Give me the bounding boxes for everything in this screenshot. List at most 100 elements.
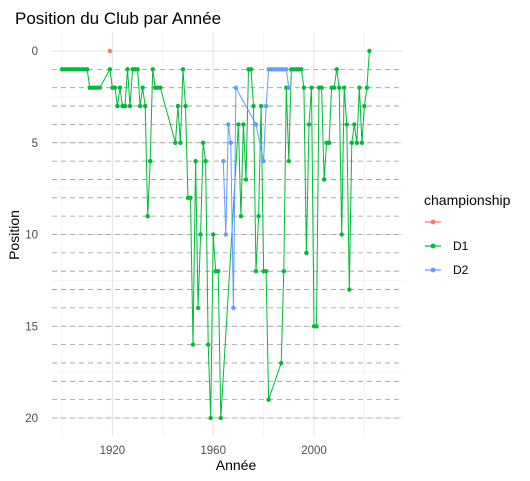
- data-point: [178, 140, 183, 145]
- data-point: [115, 103, 120, 109]
- data-point: [188, 195, 193, 200]
- data-point: [218, 415, 223, 421]
- data-point: [193, 158, 198, 164]
- data-point: [304, 250, 309, 256]
- data-point: [256, 214, 261, 219]
- data-point: [253, 122, 259, 127]
- data-point: [122, 103, 128, 109]
- data-point: [299, 67, 304, 72]
- y-axis-title: Position: [6, 210, 22, 260]
- data-point: [347, 287, 352, 292]
- y-tick-label: 15: [25, 321, 38, 333]
- chart-title: Position du Club par Année: [15, 9, 221, 28]
- data-point: [263, 269, 269, 274]
- legend-title: championship: [424, 192, 511, 208]
- data-point: [145, 214, 150, 219]
- data-point: [362, 103, 367, 109]
- data-point: [183, 103, 188, 109]
- data-point: [107, 48, 113, 54]
- data-point: [221, 158, 226, 164]
- data-point: [180, 67, 186, 72]
- data-point: [198, 232, 203, 237]
- series-unnamed: [107, 48, 113, 54]
- x-tick-labels: 1920 1960 2000: [100, 445, 327, 457]
- data-point: [306, 122, 312, 127]
- data-point: [342, 85, 347, 90]
- data-point: [261, 158, 266, 164]
- data-point: [253, 269, 259, 274]
- data-point: [236, 122, 241, 127]
- data-point: [173, 140, 178, 145]
- data-point: [112, 85, 118, 90]
- data-point: [251, 103, 256, 109]
- data-point: [321, 177, 327, 182]
- data-point: [208, 415, 213, 421]
- data-point: [125, 67, 130, 72]
- x-tick-label: 2000: [301, 445, 327, 457]
- data-series: [59, 48, 372, 421]
- data-point: [233, 85, 239, 90]
- data-point: [281, 269, 286, 274]
- legend: championship D1 D2: [424, 192, 511, 277]
- data-point: [158, 85, 163, 90]
- data-point: [127, 103, 133, 109]
- data-point: [137, 103, 143, 109]
- data-point: [337, 85, 342, 90]
- data-point: [279, 360, 284, 366]
- legend-label: D2: [453, 263, 469, 277]
- data-point: [286, 158, 291, 164]
- data-point: [319, 85, 324, 90]
- data-point: [150, 67, 155, 72]
- series-D2: [221, 67, 291, 311]
- data-point: [175, 103, 181, 109]
- data-point: [334, 67, 339, 72]
- legend-key-point: [430, 243, 436, 249]
- y-tick-label: 5: [32, 138, 38, 150]
- data-point: [148, 158, 153, 164]
- data-point: [140, 85, 145, 90]
- data-point: [367, 48, 372, 54]
- data-point: [309, 85, 314, 90]
- data-point: [339, 232, 344, 237]
- data-point: [223, 232, 228, 237]
- series-D1: [59, 48, 372, 421]
- y-tick-label: 20: [25, 413, 38, 425]
- data-point: [266, 397, 271, 402]
- data-point: [85, 67, 90, 72]
- data-point: [231, 305, 236, 311]
- data-point: [354, 140, 359, 145]
- legend-entry: D2: [425, 263, 469, 277]
- data-point: [301, 85, 307, 90]
- y-tick-label: 0: [32, 46, 38, 58]
- data-point: [243, 177, 249, 182]
- data-point: [359, 140, 365, 145]
- data-point: [216, 269, 221, 274]
- data-point: [344, 122, 349, 127]
- data-point: [352, 122, 357, 127]
- data-point: [314, 324, 319, 329]
- data-point: [364, 85, 370, 90]
- y-tick-labels: 0 5 10 15 20: [25, 46, 38, 425]
- data-point: [241, 122, 246, 127]
- data-point: [228, 140, 233, 145]
- legend-entry: D1: [425, 239, 469, 253]
- data-point: [284, 67, 289, 72]
- x-tick-label: 1920: [100, 445, 126, 457]
- legend-key-point: [430, 267, 436, 273]
- data-point: [200, 140, 206, 145]
- data-point: [349, 140, 354, 145]
- data-point: [326, 140, 332, 145]
- data-point: [143, 103, 148, 109]
- data-point: [286, 85, 291, 90]
- y-tick-label: 10: [25, 230, 38, 242]
- x-tick-label: 1960: [200, 445, 226, 457]
- legend-entry: [425, 219, 441, 225]
- legend-label: D1: [453, 239, 469, 253]
- data-point: [263, 103, 269, 109]
- data-point: [135, 67, 140, 72]
- data-point: [226, 122, 231, 127]
- data-point: [203, 158, 208, 164]
- data-point: [195, 305, 201, 311]
- data-point: [211, 232, 216, 237]
